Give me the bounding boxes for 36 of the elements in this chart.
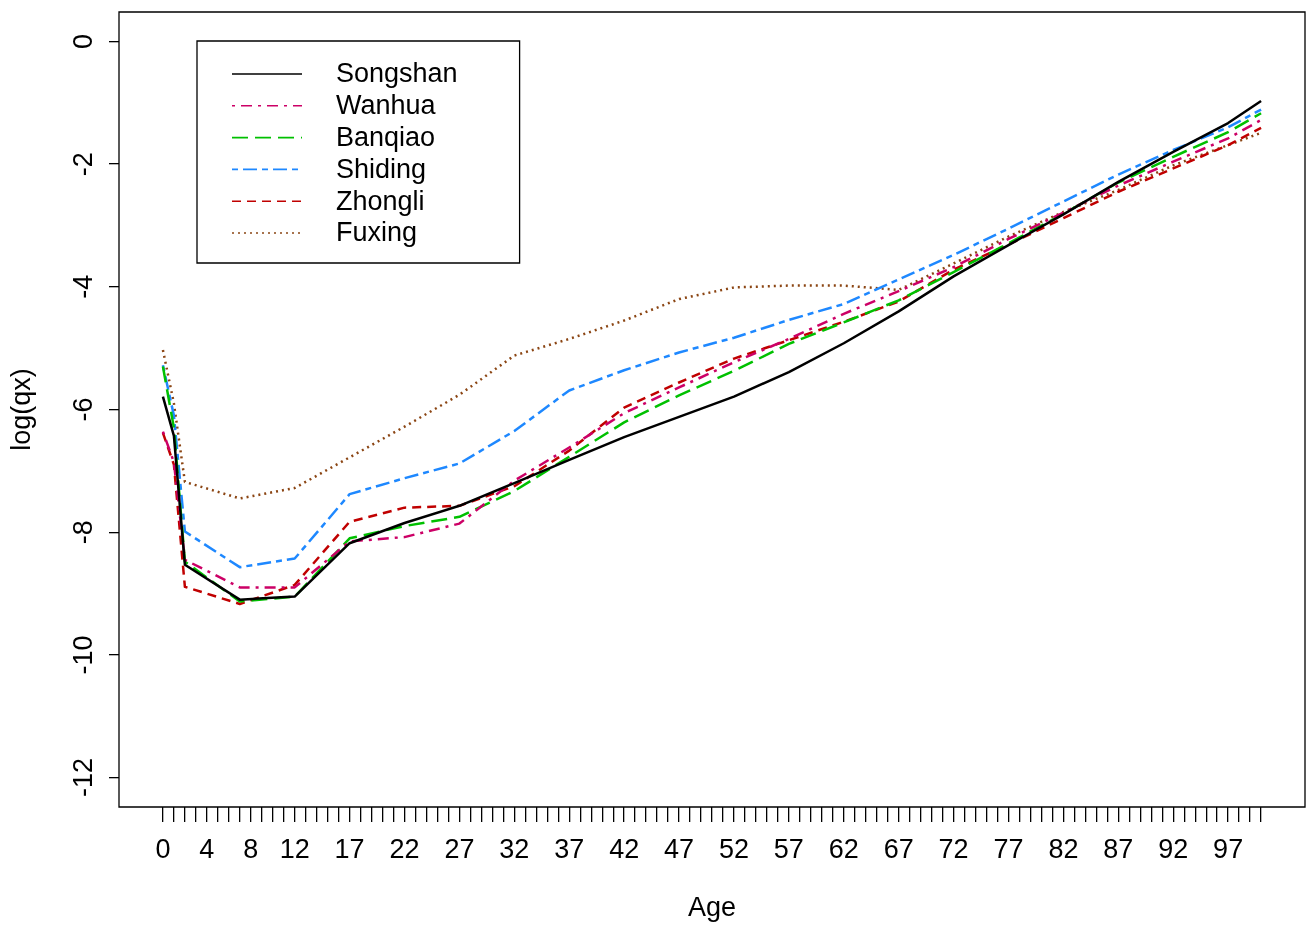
- legend-label: Shiding: [336, 153, 427, 184]
- y-tick-label: -8: [68, 520, 99, 545]
- x-tick-label: 12: [279, 833, 310, 864]
- x-tick-label: 32: [499, 833, 530, 864]
- y-tick-label: -2: [68, 152, 99, 177]
- x-tick-label: 27: [444, 833, 475, 864]
- x-tick-label: 92: [1158, 833, 1189, 864]
- x-tick-label: 0: [155, 833, 171, 864]
- x-tick-label: 42: [609, 833, 640, 864]
- y-tick-label: 0: [68, 33, 99, 49]
- x-tick-label: 72: [938, 833, 969, 864]
- y-tick-label: -12: [68, 758, 99, 798]
- x-tick-label: 57: [773, 833, 804, 864]
- y-tick-label: -6: [68, 397, 99, 422]
- x-tick-label: 77: [993, 833, 1024, 864]
- x-tick-label: 17: [334, 833, 365, 864]
- x-tick-label: 47: [664, 833, 695, 864]
- y-axis-title: log(qx): [5, 368, 36, 451]
- x-tick-label: 4: [199, 833, 215, 864]
- legend-label: Zhongli: [336, 185, 425, 216]
- x-axis-title: Age: [687, 892, 737, 923]
- x-tick-label: 62: [828, 833, 859, 864]
- legend-label: Banqiao: [336, 122, 436, 153]
- legend-label: Wanhua: [336, 90, 437, 121]
- y-tick-label: -10: [68, 635, 99, 675]
- x-tick-label: 82: [1048, 833, 1079, 864]
- x-tick-label: 67: [883, 833, 914, 864]
- x-tick-label: 97: [1213, 833, 1244, 864]
- x-tick-label: 87: [1103, 833, 1134, 864]
- x-tick-label: 52: [718, 833, 749, 864]
- legend-label: Songshan: [336, 58, 458, 89]
- legend-label: Fuxing: [336, 217, 418, 248]
- x-tick-label: 8: [243, 833, 259, 864]
- y-tick-label: -4: [68, 274, 99, 299]
- x-tick-label: 37: [554, 833, 585, 864]
- x-tick-label: 22: [389, 833, 420, 864]
